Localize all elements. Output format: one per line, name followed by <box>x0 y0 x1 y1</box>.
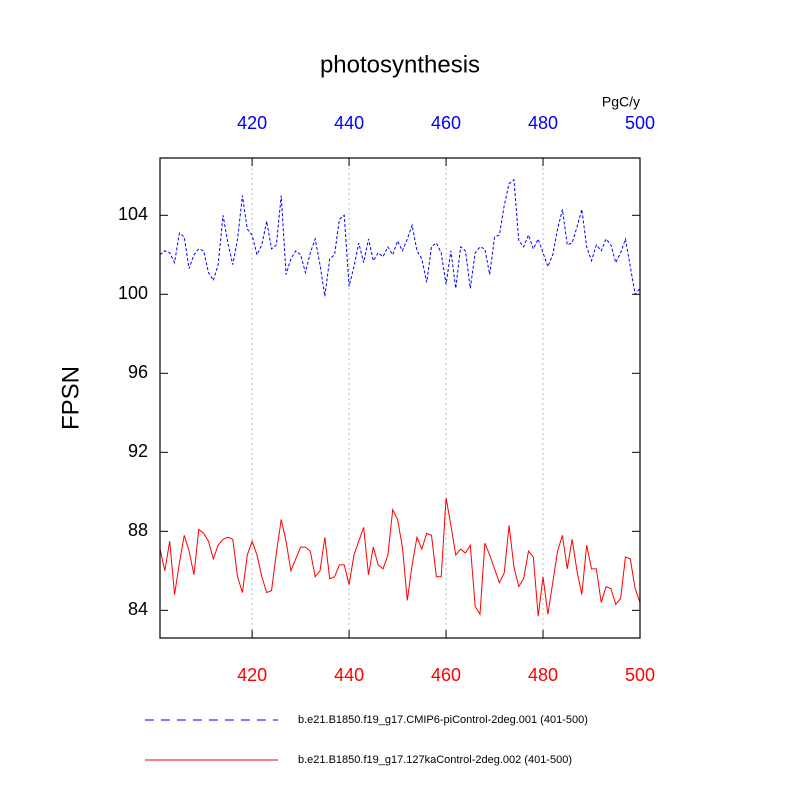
y-axis-label: FPSN <box>57 366 84 430</box>
x-tick-label: 500 <box>625 665 655 685</box>
y-tick-label: 88 <box>128 520 148 540</box>
y-tick-label: 84 <box>128 599 148 619</box>
series-line <box>159 178 641 297</box>
x-tick-label-top: 460 <box>431 113 461 133</box>
x-tick-label-top: 500 <box>625 113 655 133</box>
x-tick-label: 480 <box>528 665 558 685</box>
y-tick-label: 100 <box>118 283 148 303</box>
legend-label: b.e21.B1850.f19_g17.CMIP6-piControl-2deg… <box>298 714 588 726</box>
y-tick-label: 104 <box>118 204 148 224</box>
units-label: PgC/y <box>602 94 640 110</box>
y-tick-label: 96 <box>128 362 148 382</box>
series-line <box>159 497 641 617</box>
x-tick-label: 420 <box>237 665 267 685</box>
plot-frame <box>159 157 641 639</box>
chart-title: photosynthesis <box>320 51 480 78</box>
x-tick-label: 440 <box>334 665 364 685</box>
y-tick-label: 92 <box>128 441 148 461</box>
x-tick-label-top: 420 <box>237 113 267 133</box>
x-tick-label-top: 440 <box>334 113 364 133</box>
legend-label: b.e21.B1850.f19_g17.127kaControl-2deg.00… <box>298 754 572 766</box>
x-tick-label: 460 <box>431 665 461 685</box>
x-tick-label-top: 480 <box>528 113 558 133</box>
